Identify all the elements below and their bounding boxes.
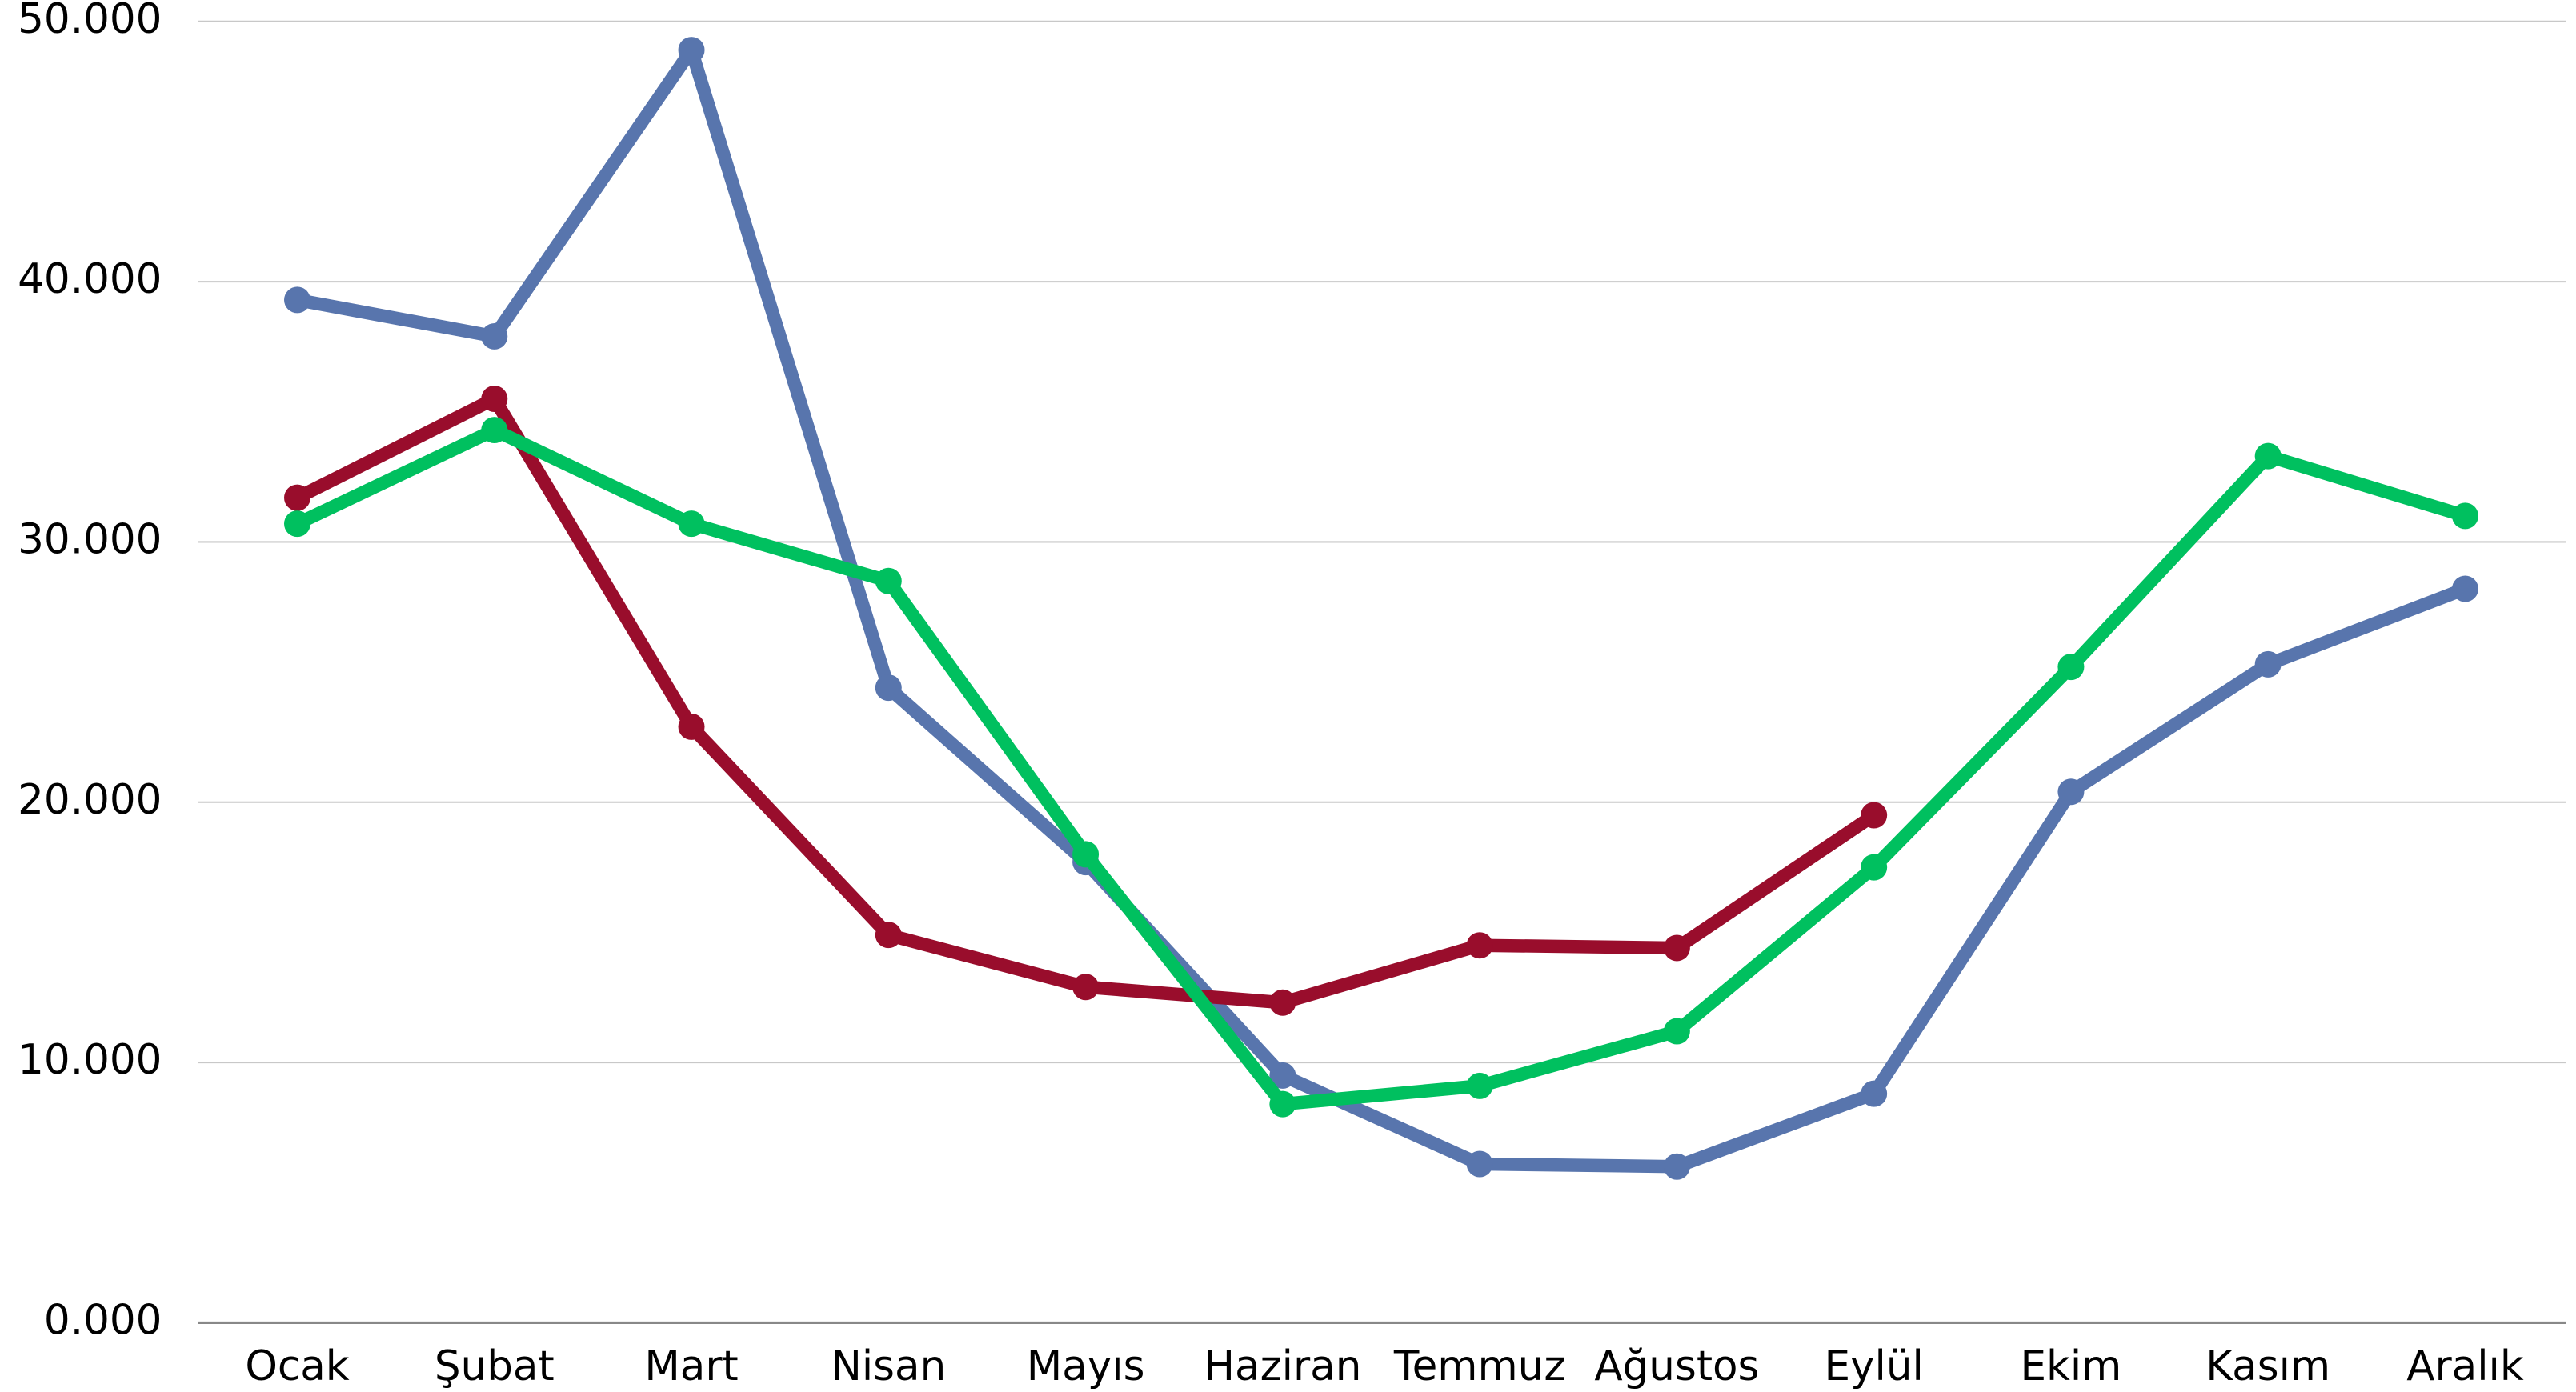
data-point (2254, 442, 2282, 470)
series-line (294, 392, 1878, 1010)
data-point (481, 417, 508, 444)
data-point (1466, 932, 1493, 959)
data-point (1861, 802, 1888, 829)
x-tick-label: Eylül (1824, 1342, 1923, 1390)
data-point (1072, 974, 1100, 1001)
y-tick-label: 50.000 (18, 0, 162, 43)
x-tick-label: Ağustos (1594, 1342, 1759, 1390)
x-tick-label: Nisan (831, 1342, 946, 1390)
data-point (1269, 989, 1296, 1016)
data-point (875, 922, 902, 949)
series-line (296, 43, 2468, 1174)
data-point (1466, 1072, 1493, 1099)
data-point (2451, 502, 2478, 530)
x-tick-label: Ocak (245, 1342, 349, 1390)
data-point (284, 484, 310, 511)
data-point (678, 713, 705, 740)
data-point (1072, 841, 1100, 868)
series-line (294, 423, 2467, 1111)
data-point (481, 386, 508, 413)
data-point (2254, 650, 2282, 678)
data-point (284, 510, 310, 538)
data-point (875, 567, 902, 594)
data-point (2057, 654, 2085, 681)
data-point (284, 286, 310, 314)
data-point (1663, 1018, 1690, 1045)
y-tick-label: 10.000 (18, 1036, 162, 1084)
data-point (1663, 1153, 1690, 1180)
data-point (1861, 1080, 1888, 1107)
data-point (1269, 1090, 1296, 1118)
x-tick-label: Temmuz (1393, 1342, 1566, 1390)
x-tick-label: Ekim (2020, 1342, 2121, 1390)
y-tick-label: 40.000 (18, 255, 162, 303)
data-point (1663, 934, 1690, 962)
x-tick-label: Mayıs (1027, 1342, 1145, 1390)
data-point (481, 322, 508, 350)
x-tick-label: Mart (644, 1342, 738, 1390)
data-point (875, 674, 902, 702)
y-tick-label: 0.000 (44, 1296, 162, 1344)
data-point (678, 510, 705, 538)
x-tick-label: Aralık (2406, 1342, 2524, 1390)
y-tick-label: 30.000 (18, 515, 162, 563)
y-tick-label: 20.000 (18, 776, 162, 824)
data-point (2451, 575, 2478, 602)
x-tick-label: Kasım (2205, 1342, 2330, 1390)
data-point (1269, 1062, 1296, 1089)
data-point (678, 37, 705, 64)
data-point (1466, 1150, 1493, 1178)
x-tick-label: Şubat (435, 1342, 555, 1390)
data-point (1861, 854, 1888, 881)
data-point (2057, 778, 2085, 806)
x-tick-label: Haziran (1204, 1342, 1361, 1390)
